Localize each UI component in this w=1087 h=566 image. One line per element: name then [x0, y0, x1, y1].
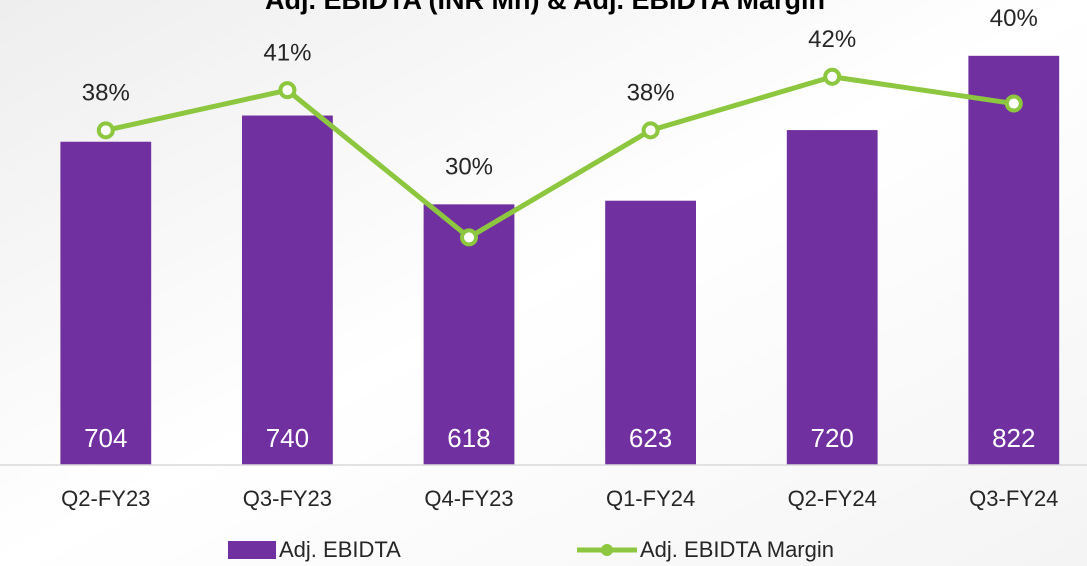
line-value-label: 30% [445, 154, 493, 181]
bar [605, 200, 696, 466]
bar [242, 115, 333, 466]
line-value-label: 42% [808, 26, 856, 53]
line-point [1004, 94, 1023, 113]
line-value-label: 38% [82, 80, 130, 107]
line-value-label: 40% [990, 5, 1038, 32]
bar-value-label: 740 [266, 423, 309, 453]
legend-swatch-point [601, 544, 613, 556]
bar-value-label: 618 [447, 423, 490, 453]
chart-title: Adj. EBIDTA (INR Mn) & Adj. EBIDTA Margi… [265, 0, 825, 15]
legend-swatch [228, 541, 276, 559]
line-point [823, 67, 842, 86]
bar-value-label: 822 [992, 423, 1035, 453]
line [105, 74, 1015, 240]
x-tick-label: Q2-FY23 [61, 486, 150, 511]
bar-value-label: 623 [629, 423, 672, 453]
line-point [278, 81, 297, 100]
x-tick-label: Q3-FY23 [243, 486, 332, 511]
bar-value-label: 720 [811, 423, 854, 453]
bar [60, 141, 152, 465]
line-point [641, 121, 660, 140]
bar-value-label: 704 [84, 423, 127, 453]
bar [786, 130, 878, 466]
legend-label: Adj. EBIDTA Margin [640, 537, 834, 562]
x-tick-label: Q2-FY24 [788, 486, 877, 511]
bar [968, 55, 1060, 466]
line-value-label: 38% [627, 80, 675, 107]
x-tick-label: Q4-FY23 [424, 486, 513, 511]
x-tick-label: Q3-FY24 [969, 486, 1058, 511]
legend-label: Adj. EBIDTA [279, 537, 401, 562]
line-point [96, 121, 115, 140]
line-point [460, 228, 478, 247]
bar [423, 204, 515, 465]
line-value-label: 41% [263, 40, 311, 67]
x-tick-label: Q1-FY24 [606, 486, 695, 511]
